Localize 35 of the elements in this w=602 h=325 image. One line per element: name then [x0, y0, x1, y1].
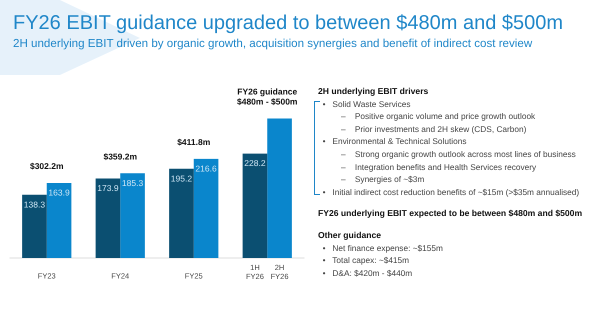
data-label: 138.3 [24, 199, 46, 210]
bar [22, 194, 47, 258]
text: – Synergies of ~$3m [340, 173, 426, 186]
text: • Net finance expense: ~$155m [322, 242, 444, 254]
text: • Initial indirect cost reduction benefits of ~$15m (>$35m annualised) [322, 186, 580, 198]
bar [46, 183, 72, 258]
total-label: FY26 guidance $480m - $500m [237, 86, 298, 107]
data-label: 163.9 [48, 188, 70, 198]
text: – Strong organic growth outlook across most lines of business [340, 148, 577, 161]
text: • Total capex: ~$415m [322, 254, 410, 267]
bar [169, 168, 194, 258]
total-label: $302.2m [30, 161, 64, 172]
total-label: $359.2m [103, 151, 138, 162]
chart-subtitle: 2H underlying EBIT driven by organic growth, acquisition synergies and benefit of indirect cost review [13, 37, 532, 50]
chart-title: FY26 EBIT guidance upgraded to between $480m and $500m [13, 12, 564, 35]
bar [267, 118, 292, 258]
text: – Integration benefits and Health Services recovery [340, 160, 538, 174]
text: 2H underlying EBIT drivers [318, 85, 430, 98]
text: – Positive organic volume and price growth outlook [340, 110, 536, 123]
text: • Environmental & Technical Solutions [322, 135, 468, 148]
data-label: 195.2 [170, 173, 192, 184]
bar [194, 158, 218, 258]
text: • Solid Waste Services [322, 98, 412, 110]
text: – Prior investments and 2H skew (CDS, Carbon) [340, 122, 528, 136]
text: • D&A: $420m - $440m [322, 266, 414, 280]
data-label: 185.3 [122, 178, 144, 188]
bar [242, 154, 268, 258]
bar [120, 173, 145, 258]
text: Other guidance [318, 228, 382, 242]
total-label: $411.8m [177, 137, 211, 147]
data-label: 173.9 [97, 183, 119, 194]
text: FY26 underlying EBIT expected to be between $480m and $500m [318, 207, 584, 220]
data-label: 228.2 [244, 158, 266, 168]
data-label: 216.6 [195, 164, 217, 174]
bar [96, 178, 120, 258]
